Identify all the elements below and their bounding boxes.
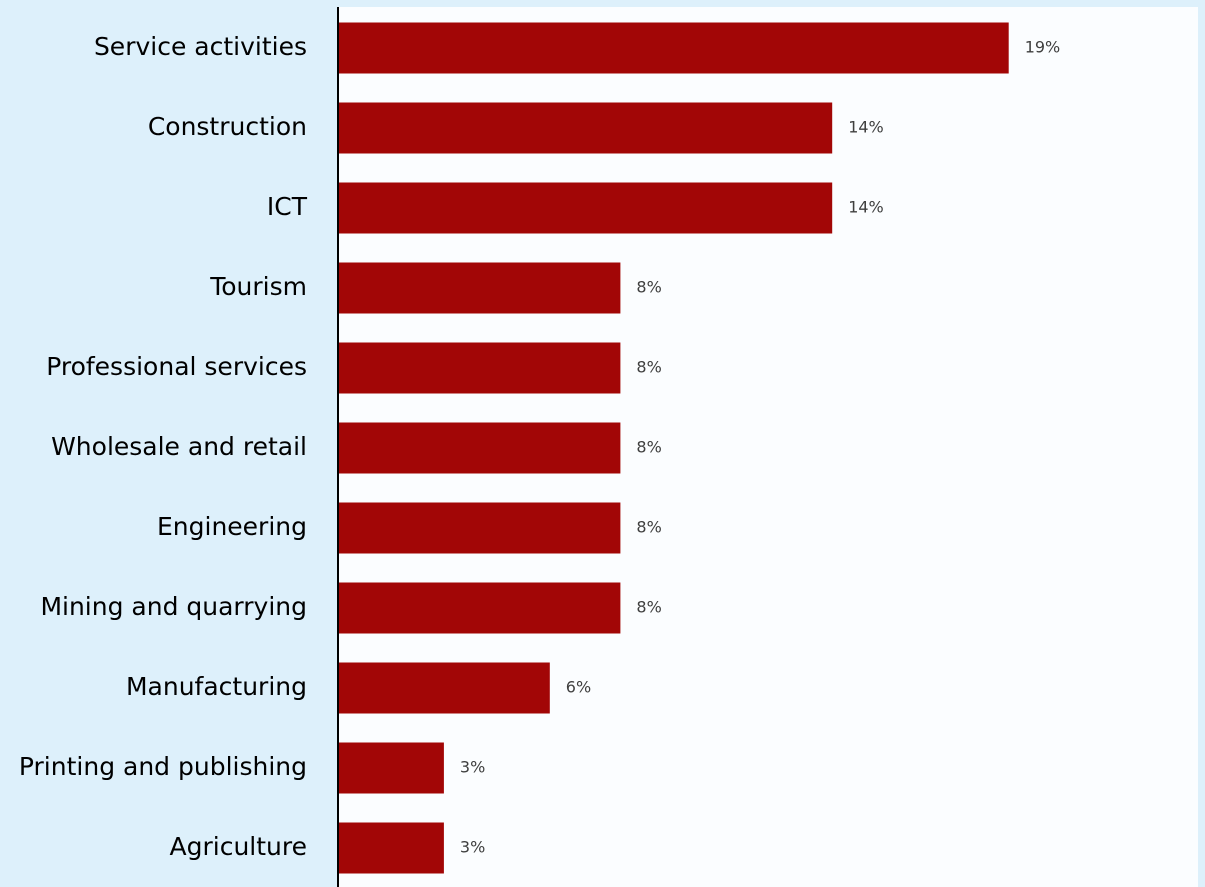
bar	[338, 582, 621, 634]
data-label: 8%	[636, 518, 661, 537]
data-label: 8%	[636, 358, 661, 377]
bar	[338, 502, 621, 554]
category-labels-layer: Service activities Construction ICT Tourism…	[19, 32, 308, 861]
category-label: Tourism	[209, 272, 307, 301]
bar	[338, 662, 550, 714]
data-label: 14%	[848, 198, 884, 217]
bars-layer	[338, 22, 1009, 874]
bar	[338, 262, 621, 314]
data-label: 8%	[636, 598, 661, 617]
category-label: Service activities	[94, 32, 307, 61]
category-label: Agriculture	[170, 832, 308, 861]
bar	[338, 102, 833, 154]
category-label: Construction	[148, 112, 307, 141]
data-label: 19%	[1025, 38, 1061, 57]
category-label: Mining and quarrying	[40, 592, 307, 621]
bar	[338, 422, 621, 474]
category-label: Professional services	[46, 352, 307, 381]
data-label: 8%	[636, 278, 661, 297]
bar	[338, 342, 621, 394]
data-label: 3%	[460, 838, 485, 857]
bar	[338, 22, 1009, 74]
bar	[338, 182, 833, 234]
category-label: Printing and publishing	[19, 752, 307, 781]
value-labels-layer: 19% 14% 14% 8% 8% 8% 8% 8% 6% 3% 3%	[460, 38, 1060, 857]
bar	[338, 822, 444, 874]
bar	[338, 742, 444, 794]
category-label: ICT	[267, 192, 308, 221]
data-label: 6%	[566, 678, 591, 697]
data-label: 14%	[848, 118, 884, 137]
data-label: 3%	[460, 758, 485, 777]
category-label: Wholesale and retail	[51, 432, 307, 461]
data-label: 8%	[636, 438, 661, 457]
category-label: Engineering	[157, 512, 307, 541]
category-label: Manufacturing	[126, 672, 307, 701]
